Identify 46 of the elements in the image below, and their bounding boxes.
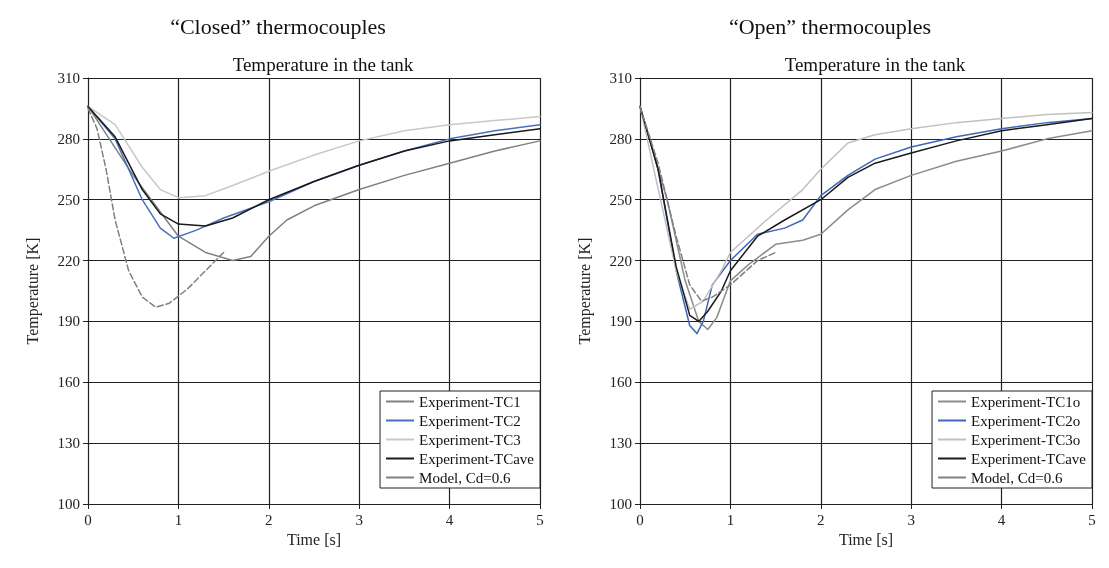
y-tick-label: 280 (609, 130, 632, 147)
y-tick-label: 160 (609, 374, 632, 391)
legend-label: Experiment-TC2o (971, 412, 1081, 429)
legend-label: Model, Cd=0.6 (971, 469, 1063, 486)
y-tick-label: 280 (57, 130, 80, 147)
x-tick-label: 0 (636, 511, 644, 528)
x-tick-label: 3 (907, 511, 915, 528)
x-tick-label: 4 (445, 511, 454, 528)
y-tick-label: 310 (57, 70, 80, 86)
chart-subtitle: Temperature in the tank (232, 54, 414, 75)
legend-label: Experiment-TC3 (419, 431, 521, 448)
legend-label: Experiment-TC2 (419, 412, 521, 429)
x-tick-label: 4 (997, 511, 1006, 528)
y-tick-label: 250 (609, 191, 632, 208)
x-tick-label: 2 (265, 511, 273, 528)
x-tick-label: 5 (1088, 511, 1096, 528)
x-tick-label: 1 (174, 511, 183, 528)
chart-title: “Closed” thermocouples (170, 13, 386, 39)
chart-title: “Open” thermocouples (728, 13, 932, 39)
x-tick-label: 2 (817, 511, 825, 528)
y-tick-label: 310 (609, 70, 632, 86)
y-tick-label: 130 (57, 435, 80, 452)
x-tick-label: 3 (355, 511, 363, 528)
y-tick-label: 190 (609, 313, 632, 330)
y-tick-label: 220 (57, 252, 80, 269)
y-tick-label: 100 (609, 496, 632, 512)
x-tick-label: 1 (726, 511, 735, 528)
legend-label: Experiment-TCave (419, 450, 535, 467)
y-tick-label: 100 (57, 496, 80, 512)
legend-label: Experiment-TC1 (419, 393, 521, 410)
y-tick-label: 250 (57, 191, 80, 208)
x-axis-title: Time [s] (286, 531, 342, 549)
y-axis-title: Temperature [K] (575, 237, 594, 345)
y-tick-label: 130 (609, 435, 632, 452)
x-axis-title: Time [s] (838, 531, 894, 549)
y-tick-label: 220 (609, 252, 632, 269)
x-tick-label: 0 (84, 511, 92, 528)
y-axis-title: Temperature [K] (23, 237, 42, 345)
y-tick-label: 160 (57, 374, 80, 391)
legend-label: Experiment-TC1o (971, 393, 1081, 410)
legend-label: Experiment-TC3o (971, 431, 1081, 448)
x-tick-label: 5 (536, 511, 544, 528)
legend-label: Model, Cd=0.6 (419, 469, 511, 486)
y-tick-label: 190 (57, 313, 80, 330)
legend-label: Experiment-TCave (971, 450, 1087, 467)
chart-subtitle: Temperature in the tank (784, 54, 966, 75)
